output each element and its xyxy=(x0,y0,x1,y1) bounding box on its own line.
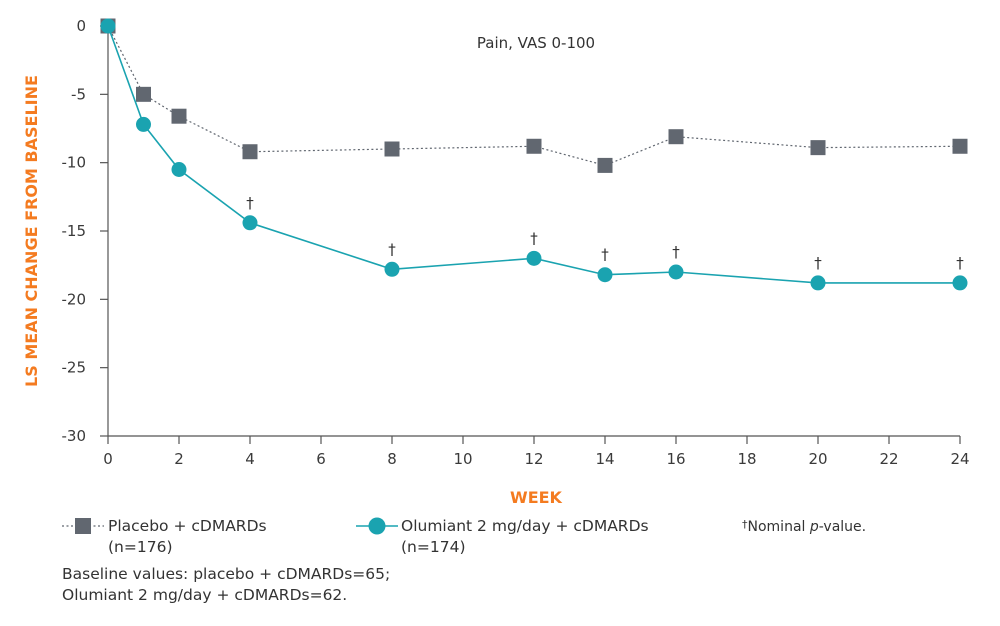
legend-placebo-label: Placebo + cDMARDs xyxy=(108,517,267,535)
series-olumiant xyxy=(100,18,968,291)
x-tick-label: 12 xyxy=(524,450,543,468)
dagger-marker: † xyxy=(672,243,680,261)
data-point xyxy=(668,264,684,280)
y-tick-label: -5 xyxy=(71,85,86,103)
data-point xyxy=(100,18,116,34)
y-axis-title: LS MEAN CHANGE FROM BASELINE xyxy=(22,75,41,387)
dagger-marker: † xyxy=(388,240,396,258)
x-axis-title: WEEK xyxy=(510,488,563,507)
x-tick-label: 16 xyxy=(666,450,685,468)
data-point xyxy=(952,275,968,291)
legend-olumiant-label: Olumiant 2 mg/day + cDMARDs xyxy=(401,517,649,535)
data-point xyxy=(136,86,151,102)
data-point xyxy=(136,116,151,132)
data-point xyxy=(242,144,258,160)
data-point xyxy=(242,215,258,231)
data-point xyxy=(384,261,400,277)
data-point xyxy=(810,140,826,156)
data-point xyxy=(526,250,542,266)
data-point xyxy=(810,275,826,291)
data-point xyxy=(668,129,684,145)
baseline-note-line-2: Olumiant 2 mg/day + cDMARDs=62. xyxy=(62,586,347,604)
x-tick-label: 6 xyxy=(316,450,326,468)
data-point xyxy=(384,141,400,157)
footnote-text-italic: p xyxy=(809,519,819,535)
legend-placebo-n: (n=176) xyxy=(108,538,173,556)
x-tick-label: 4 xyxy=(245,450,255,468)
y-tick-label: -10 xyxy=(62,154,87,172)
data-point xyxy=(171,108,187,124)
legend-olumiant: Olumiant 2 mg/day + cDMARDs (n=174) xyxy=(356,517,649,556)
legend-placebo-marker xyxy=(75,518,91,534)
axis-ticks: 0 2 4 6 8 10 12 14 16 18 20 22 240-5-10-15-20-25-30 xyxy=(62,17,970,468)
x-tick-label: 2 xyxy=(174,450,184,468)
footnote-text-before: Nominal xyxy=(748,519,810,535)
footnote-text-after: -value. xyxy=(819,519,866,535)
footnote-symbol: † xyxy=(742,518,748,531)
x-tick-label: 8 xyxy=(387,450,397,468)
data-point xyxy=(526,138,542,154)
series-line xyxy=(107,25,961,167)
dagger-marker: † xyxy=(246,194,254,212)
y-tick-label: -25 xyxy=(62,359,87,377)
dagger-marker: † xyxy=(814,254,822,272)
legend-olumiant-n: (n=174) xyxy=(401,538,466,556)
baseline-note-line-1: Baseline values: placebo + cDMARDs=65; xyxy=(62,565,390,583)
data-point xyxy=(597,267,613,283)
significance-markers: † † † † † † † xyxy=(246,194,964,272)
x-tick-label: 20 xyxy=(808,450,827,468)
dagger-marker: † xyxy=(601,246,609,264)
series-line xyxy=(107,25,960,284)
y-tick-label: -30 xyxy=(62,427,87,445)
data-point xyxy=(171,162,187,177)
dagger-marker: † xyxy=(956,254,964,272)
dagger-marker: † xyxy=(530,229,538,247)
data-point xyxy=(597,157,613,173)
x-tick-label: 0 xyxy=(103,450,113,468)
x-tick-label: 18 xyxy=(737,450,756,468)
legend-olumiant-marker xyxy=(368,517,386,535)
y-tick-label: 0 xyxy=(76,17,86,35)
legend-placebo: Placebo + cDMARDs (n=176) xyxy=(62,517,267,556)
chart-subtitle: Pain, VAS 0-100 xyxy=(477,34,595,52)
x-tick-label: 24 xyxy=(950,450,969,468)
y-tick-label: -15 xyxy=(62,222,87,240)
data-point xyxy=(952,138,968,154)
y-tick-label: -20 xyxy=(62,290,87,308)
footnote: †Nominal p-value. xyxy=(742,518,866,535)
x-tick-label: 22 xyxy=(879,450,898,468)
x-tick-label: 10 xyxy=(453,450,472,468)
x-tick-label: 14 xyxy=(595,450,614,468)
